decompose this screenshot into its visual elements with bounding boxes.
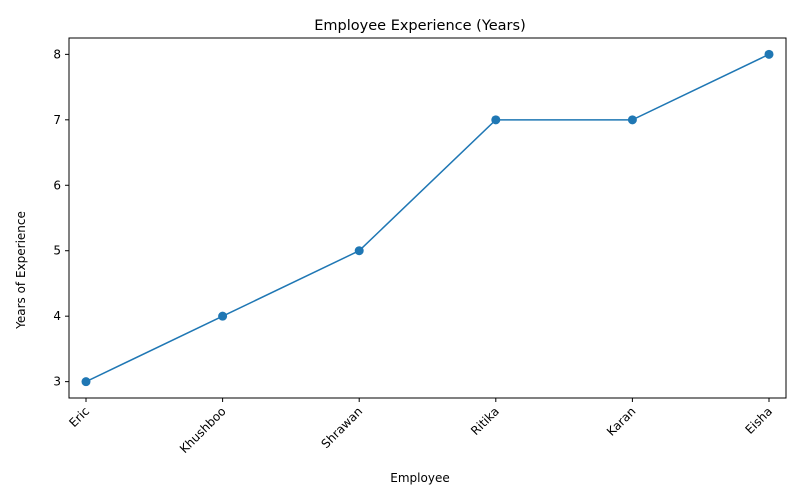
y-tick-label: 5 bbox=[53, 244, 61, 258]
data-point bbox=[764, 49, 774, 59]
y-tick-label: 7 bbox=[53, 113, 61, 127]
data-point bbox=[491, 115, 501, 125]
y-tick-label: 6 bbox=[53, 178, 61, 192]
y-axis-label: Years of Experience bbox=[14, 211, 28, 330]
x-tick-label: Karan bbox=[604, 404, 639, 439]
x-axis-label: Employee bbox=[390, 471, 449, 485]
x-tick-label: Shrawan bbox=[318, 404, 365, 451]
x-tick-label: Eisha bbox=[742, 404, 775, 437]
y-tick-label: 4 bbox=[53, 309, 61, 323]
data-point bbox=[627, 115, 637, 125]
x-tick-label: Ritika bbox=[468, 404, 502, 438]
data-point bbox=[81, 377, 91, 387]
y-tick-label: 3 bbox=[53, 375, 61, 389]
series-line bbox=[85, 53, 770, 383]
data-point bbox=[218, 311, 228, 321]
x-tick-label: Eric bbox=[66, 404, 92, 430]
data-point bbox=[354, 246, 364, 256]
y-tick-label: 8 bbox=[53, 47, 61, 61]
x-tick-label: Khushboo bbox=[177, 404, 229, 456]
axes-frame bbox=[68, 37, 787, 399]
plot-area: 3 4 5 6 7 8 Eric Khushboo Shrawan Ritika Karan Eish… bbox=[53, 37, 787, 456]
chart-title: Employee Experience (Years) bbox=[314, 18, 525, 34]
